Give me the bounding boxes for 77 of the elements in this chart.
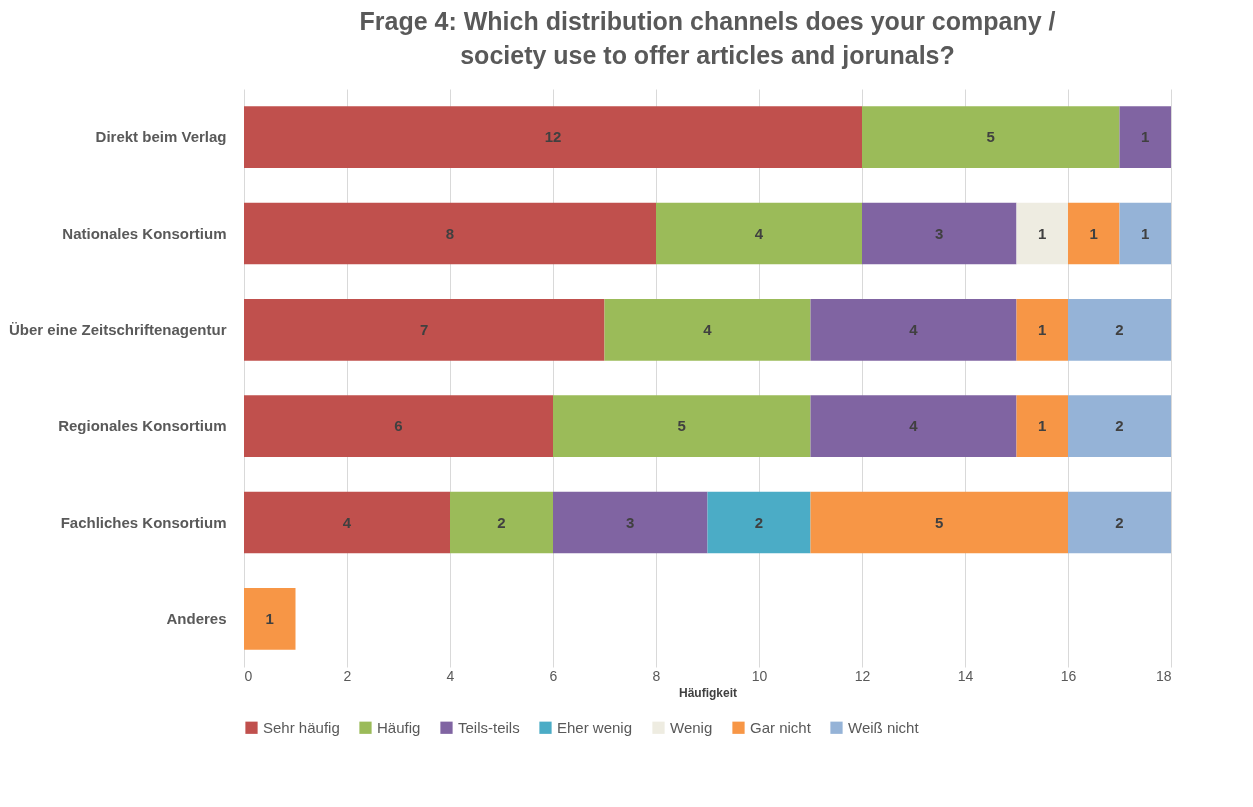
bar xyxy=(1119,202,1171,265)
bar xyxy=(810,395,1017,457)
legend-label: Weiß nicht xyxy=(848,718,920,736)
y-tick-label: Anderes xyxy=(166,609,227,627)
data-label: 4 xyxy=(909,320,919,338)
data-label: 4 xyxy=(909,417,919,435)
data-label: 2 xyxy=(1115,320,1124,338)
bar xyxy=(1016,395,1068,457)
y-tick-label: Direkt beim Verlag xyxy=(95,128,227,146)
data-label: 4 xyxy=(703,320,713,338)
data-label: 3 xyxy=(935,224,944,242)
legend-label: Gar nicht xyxy=(750,718,812,736)
data-label: 1 xyxy=(1141,224,1150,242)
legend-label: Eher wenig xyxy=(557,718,633,736)
data-label: 6 xyxy=(394,417,403,435)
bar xyxy=(244,106,862,168)
bar xyxy=(1016,202,1068,265)
data-label: 1 xyxy=(1038,320,1047,338)
x-tick-label: 6 xyxy=(549,667,558,684)
bar xyxy=(810,491,1068,554)
data-label: 1 xyxy=(1038,224,1047,242)
bar xyxy=(707,491,811,554)
x-tick-label: 2 xyxy=(343,667,352,684)
bar xyxy=(862,106,1120,168)
bar xyxy=(1068,202,1120,265)
legend-label: Wenig xyxy=(670,718,713,736)
data-label: 1 xyxy=(265,609,274,627)
data-label: 2 xyxy=(754,513,764,531)
legend-label: Sehr häufig xyxy=(263,718,340,736)
bar xyxy=(1119,106,1171,168)
data-label: 2 xyxy=(1115,513,1124,531)
chart-title: Frage 4: Which distribution channels does your company / society use to offer articles and jorunals? xyxy=(359,7,1056,69)
bar xyxy=(810,299,1017,361)
legend-label: Teils-teils xyxy=(458,718,520,736)
bar xyxy=(1016,299,1068,361)
x-tick-label: 8 xyxy=(652,667,661,684)
bar xyxy=(244,202,656,265)
y-tick-label: Nationales Konsortium xyxy=(62,224,227,242)
y-tick-label: Fachliches Konsortium xyxy=(60,513,227,531)
bar xyxy=(244,491,450,554)
data-label: 4 xyxy=(342,513,352,531)
data-label: 4 xyxy=(754,224,764,242)
data-label: 1 xyxy=(1141,128,1150,146)
bar xyxy=(553,491,708,554)
x-tick-label: 12 xyxy=(854,667,871,684)
y-tick-label: Regionales Konsortium xyxy=(58,417,227,435)
data-label: 8 xyxy=(445,224,455,242)
data-label: 5 xyxy=(677,417,686,435)
bar xyxy=(1068,491,1171,554)
bar xyxy=(450,491,553,554)
x-tick-label: 16 xyxy=(1060,667,1077,684)
x-tick-label: 4 xyxy=(446,667,455,684)
x-tick-label: 10 xyxy=(751,667,768,684)
data-label: 7 xyxy=(420,320,429,338)
legend-label: Häufig xyxy=(377,718,421,736)
bar xyxy=(656,202,862,265)
x-axis-title: Häufigkeit xyxy=(678,685,738,700)
x-tick-label: 14 xyxy=(957,667,974,684)
bar xyxy=(553,395,811,457)
data-label: 5 xyxy=(986,128,995,146)
data-label: 3 xyxy=(626,513,635,531)
data-label: 2 xyxy=(1115,417,1124,435)
y-tick-label: Über eine Zeitschriftenagentur xyxy=(8,320,227,338)
bar xyxy=(862,202,1017,265)
data-label: 5 xyxy=(935,513,944,531)
data-label: 2 xyxy=(497,513,506,531)
x-tick-label: 18 xyxy=(1155,667,1172,684)
data-label: 1 xyxy=(1089,224,1098,242)
bar xyxy=(244,299,605,361)
bar xyxy=(1068,299,1171,361)
data-label: 1 xyxy=(1038,417,1047,435)
data-label: 12 xyxy=(544,128,562,146)
bar xyxy=(604,299,811,361)
bar xyxy=(244,395,553,457)
bar xyxy=(1068,395,1171,457)
x-tick-label: 0 xyxy=(244,667,253,684)
bar xyxy=(244,588,296,650)
